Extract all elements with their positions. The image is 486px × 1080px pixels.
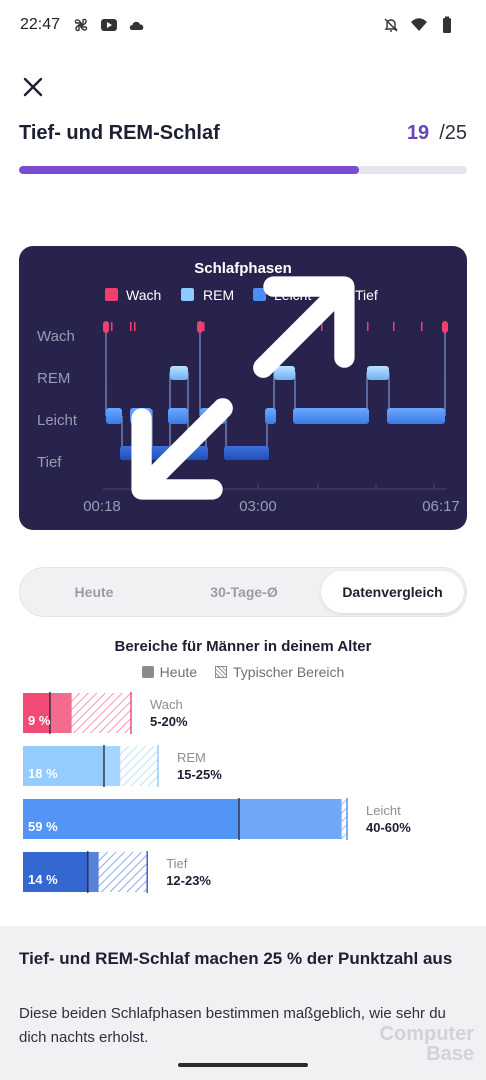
legend-label-wach: Wach: [126, 287, 161, 303]
comparison-tabs: Heute 30-Tage-Ø Datenvergleich: [19, 567, 467, 617]
progress-bar: [19, 166, 467, 174]
tab-datenvergleich[interactable]: Datenvergleich: [321, 571, 464, 613]
fan-icon: [74, 18, 88, 32]
close-icon[interactable]: [18, 72, 48, 102]
step-current: 19: [406, 122, 430, 144]
legend-swatch-wach: [105, 288, 118, 301]
y-label-wach: Wach: [37, 328, 75, 345]
overlap-wach: [50, 693, 72, 733]
y-label-rem: REM: [37, 370, 70, 387]
info-text: Diese beiden Schlafphasen bestimmen maßg…: [19, 1005, 446, 1046]
comparison-legend: Heute Typischer Bereich: [0, 664, 486, 680]
range-name-wach: Wach: [150, 697, 183, 712]
overlap-rem: [104, 746, 121, 786]
y-label-tief: Tief: [37, 454, 62, 471]
overlap-tief: [87, 852, 99, 892]
cloud-icon: [129, 21, 144, 30]
legend-today-swatch: [141, 666, 154, 678]
overlap-leicht: [239, 799, 342, 839]
info-panel: Tief- und REM-Schlaf machen 25 % der Pun…: [0, 926, 486, 1080]
expand-icon[interactable]: [19, 246, 467, 530]
watermark: Computer Base: [379, 1023, 474, 1065]
today-bar-leicht: [23, 799, 342, 839]
range-name-tief: Tief: [166, 856, 188, 871]
legend-today-label: Heute: [159, 664, 198, 680]
today-bar-tief: [23, 852, 99, 892]
bell-off-icon: [384, 18, 398, 32]
status-time: 22:47: [20, 16, 61, 33]
y-label-leicht: Leicht: [37, 412, 78, 429]
youtube-icon: [101, 19, 117, 31]
today-value-tief: 14 %: [28, 872, 58, 887]
battery-icon: [443, 16, 451, 33]
legend-label-tief: Tief: [355, 287, 378, 303]
range-name-rem: REM: [177, 750, 206, 765]
comparison-title: Bereiche für Männer in deinem Alter: [114, 638, 372, 655]
range-value-rem: 15-25%: [177, 767, 222, 782]
range-name-leicht: Leicht: [366, 803, 401, 818]
tab-30-tage[interactable]: 30-Tage-Ø: [210, 584, 278, 600]
range-value-wach: 5-20%: [150, 714, 188, 729]
wifi-icon: [411, 18, 427, 31]
legend-typical-label: Typischer Bereich: [233, 664, 345, 680]
sleep-phases-card: Schlafphasen Wach REM Leicht Tief Wach R…: [19, 246, 467, 530]
range-value-leicht: 40-60%: [366, 820, 411, 835]
status-bar: 22:47: [0, 0, 486, 52]
range-value-tief: 12-23%: [166, 873, 211, 888]
legend-swatch-leicht: [253, 288, 266, 301]
home-indicator[interactable]: [178, 1063, 308, 1067]
x-label-start: 00:18: [83, 498, 121, 515]
page-title: Tief- und REM-Schlaf: [19, 122, 220, 144]
x-label-end: 06:17: [422, 498, 460, 515]
legend-typical-swatch: [215, 666, 228, 678]
progress-fill: [19, 166, 360, 174]
rem-segments: [170, 366, 389, 380]
today-value-wach: 9 %: [28, 713, 51, 728]
comparison-bars-chart: [23, 692, 348, 893]
step-counter: 19/25: [407, 122, 467, 145]
today-bar-wach: [23, 693, 72, 733]
x-label-mid: 03:00: [239, 498, 277, 515]
tab-heute[interactable]: Heute: [74, 584, 114, 600]
step-total: /25: [439, 122, 467, 144]
today-value-rem: 18 %: [28, 766, 58, 781]
today-value-leicht: 59 %: [28, 819, 58, 834]
info-title: Tief- und REM-Schlaf machen 25 % der Pun…: [19, 949, 453, 968]
legend-label-rem: REM: [203, 287, 234, 303]
chart-title: Schlafphasen: [194, 260, 292, 277]
legend-swatch-rem: [181, 288, 194, 301]
